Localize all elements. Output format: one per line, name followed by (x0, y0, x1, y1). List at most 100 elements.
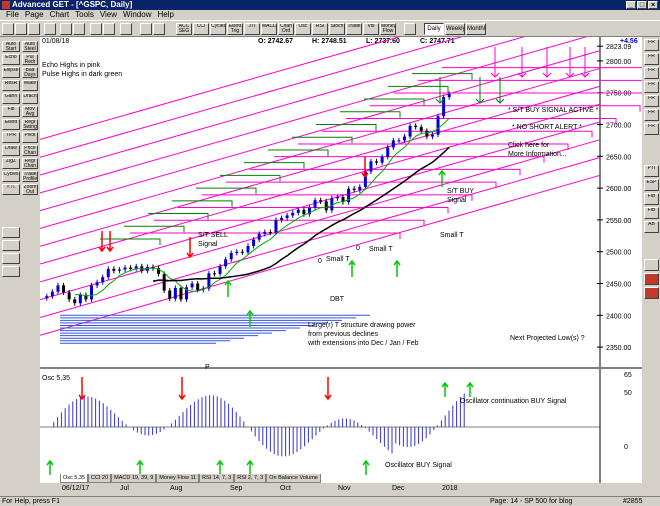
status-page: Page: 14 - SP 500 for blog (490, 498, 573, 505)
tool-fib-2[interactable]: FIB (644, 207, 659, 219)
open-icon[interactable] (15, 23, 27, 35)
osc-button[interactable]: Osc (295, 23, 311, 35)
calendar-icon[interactable] (404, 23, 416, 35)
menu-chart[interactable]: Chart (49, 10, 70, 19)
more-info-link[interactable]: Click here for More Information... (508, 142, 567, 158)
color-icon[interactable] (153, 23, 165, 35)
menu-help[interactable]: Help (157, 10, 174, 19)
tool-red-2[interactable] (644, 287, 659, 299)
tool-fib[interactable]: Fib (2, 106, 20, 117)
tool-fr-1[interactable]: FR (644, 39, 659, 51)
pulse-high-line (388, 85, 449, 93)
tool-pul-redr[interactable]: Pul Redr (22, 54, 38, 65)
tab-osc[interactable]: Osc 5,35 (60, 474, 89, 483)
tool-trade-profile[interactable]: Trade Profile (22, 171, 38, 182)
menu-file[interactable]: File (6, 10, 19, 19)
stoch-button[interactable]: Stoch (329, 23, 345, 35)
tool-drach[interactable]: Drach (22, 93, 38, 104)
tool-eraser[interactable] (2, 266, 20, 277)
acc-seg-button[interactable]: ACC SEG (176, 23, 192, 35)
tool-fib-1[interactable]: FIB (644, 193, 659, 205)
tool-fr-6[interactable]: FR (644, 109, 659, 121)
macd-button[interactable]: MACD (261, 23, 277, 35)
tool-make[interactable]: Make (22, 80, 38, 91)
price-tick-label: 2450.00 (606, 282, 631, 289)
tool-zoom-out[interactable]: Zoom Out (22, 184, 38, 195)
tab-obv[interactable]: On Balance Volume (266, 474, 321, 483)
weekly-button[interactable]: Weekly (445, 23, 465, 35)
tool-lines[interactable] (2, 227, 20, 238)
tool-draw[interactable]: Draw (2, 145, 20, 156)
tool-fr-5[interactable]: FR (644, 95, 659, 107)
menu-view[interactable]: View (99, 10, 118, 19)
tab-rsi-14[interactable]: RSI 14, 7, 3 (199, 474, 235, 483)
window-title: Advanced GET - [^GSPC, Daily] (12, 0, 133, 9)
chart-type-icon[interactable] (140, 23, 152, 35)
tool-pti[interactable]: PTI (644, 165, 659, 177)
tool-mov-avg[interactable]: Mov Avg (22, 106, 38, 117)
money-flow-button[interactable]: Money Flow (380, 23, 396, 35)
tool-zigzag[interactable]: ZigZ (2, 158, 20, 169)
help-icon[interactable] (120, 23, 132, 35)
elliott-trig-button[interactable]: Elliott Trig (227, 23, 243, 35)
zoom-icon[interactable] (60, 23, 72, 35)
tool-f1[interactable] (644, 259, 659, 271)
tool-red-1[interactable] (644, 273, 659, 285)
candle-body (196, 283, 200, 290)
tool-fr-7[interactable]: FR (644, 123, 659, 135)
tool-pivot[interactable]: Pivot (22, 132, 38, 143)
trade-button[interactable]: Trade (346, 23, 362, 35)
tool-auto-start[interactable]: Auto Start (2, 41, 20, 52)
menu-tools[interactable]: Tools (75, 10, 94, 19)
tool-resr[interactable]: ResR (2, 80, 20, 91)
tool-grid[interactable] (2, 240, 20, 251)
candle-body (402, 136, 406, 141)
pulse-high-line (100, 238, 161, 245)
price-tick-label: 2350.00 (606, 345, 631, 352)
tool-ab[interactable]: AB (644, 221, 659, 233)
cycles-button[interactable]: Cycles (210, 23, 226, 35)
close-button[interactable]: × (648, 1, 658, 9)
maximize-button[interactable]: □ (637, 1, 647, 9)
tool-echo[interactable]: Echo (2, 54, 20, 65)
tool-ellipse[interactable]: Ellipse (2, 67, 20, 78)
tab-rsi-2[interactable]: RSI 2, 7, 3 (234, 474, 267, 483)
new-chart-icon[interactable] (2, 23, 14, 35)
tool-fr-2[interactable]: FR (644, 53, 659, 65)
rsi-button[interactable]: RSI (312, 23, 328, 35)
refresh-icon[interactable] (90, 23, 102, 35)
chan-ord-button[interactable]: Chan Ord (278, 23, 294, 35)
print-icon[interactable] (44, 23, 56, 35)
cci-button[interactable]: CCI (193, 23, 209, 35)
daily-button[interactable]: Daily (424, 23, 444, 35)
tool-bad-days[interactable]: Bad Days (22, 67, 38, 78)
tool-tpr[interactable]: TPR (2, 132, 20, 143)
tab-money-flow[interactable]: Money Flow 11 (156, 474, 200, 483)
tool-fr-3[interactable]: FR (644, 67, 659, 79)
tool-auto-steel[interactable]: Auto Steel (22, 41, 38, 52)
sell-arrow (106, 231, 114, 253)
tool-fr-4[interactable]: FR (644, 81, 659, 93)
save-icon[interactable] (28, 23, 40, 35)
tool-price-chan[interactable]: Price Chan (22, 145, 38, 156)
menu-window[interactable]: Window (123, 10, 152, 19)
tool-gann[interactable]: Gann (2, 93, 20, 104)
tool-regr-swing[interactable]: Regr Swing (22, 119, 38, 130)
cursor-icon[interactable] (73, 23, 85, 35)
minimize-button[interactable]: _ (626, 1, 636, 9)
tab-cci[interactable]: CCI 20 (88, 474, 112, 483)
tab-macd[interactable]: MACD 19, 39, 9 (111, 474, 157, 483)
echo-line (40, 174, 601, 336)
tool-cycles[interactable]: Cycles (2, 171, 20, 182)
tool-esp[interactable]: ESP (644, 179, 659, 191)
monthly-button[interactable]: Monthly (466, 23, 486, 35)
chart-area[interactable]: 01/08/18 O: 2742.67 H: 2748.51 L: 2737.6… (40, 37, 642, 483)
tool-regr-chan[interactable]: Regr Chan (22, 158, 38, 169)
tool-fill[interactable] (2, 253, 20, 264)
vol-button[interactable]: Vol (363, 23, 379, 35)
tool-elliott[interactable]: Elliott (2, 119, 20, 130)
jti-button[interactable]: JTI (244, 23, 260, 35)
data-icon[interactable] (103, 23, 115, 35)
menu-page[interactable]: Page (24, 10, 44, 19)
tool-xtl[interactable]: XTL (2, 184, 20, 195)
